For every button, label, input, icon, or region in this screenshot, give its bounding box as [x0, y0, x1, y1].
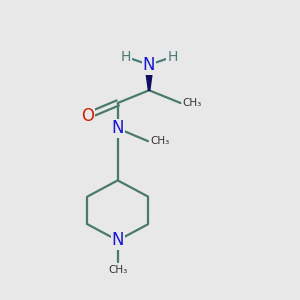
Text: H: H	[121, 50, 131, 64]
Text: CH₃: CH₃	[108, 265, 127, 275]
Text: N: N	[143, 56, 155, 74]
Text: N: N	[112, 119, 124, 137]
Text: CH₃: CH₃	[183, 98, 202, 108]
Text: O: O	[81, 107, 94, 125]
Polygon shape	[145, 65, 153, 90]
Text: N: N	[112, 231, 124, 249]
Text: H: H	[167, 50, 178, 64]
Text: CH₃: CH₃	[150, 136, 170, 146]
